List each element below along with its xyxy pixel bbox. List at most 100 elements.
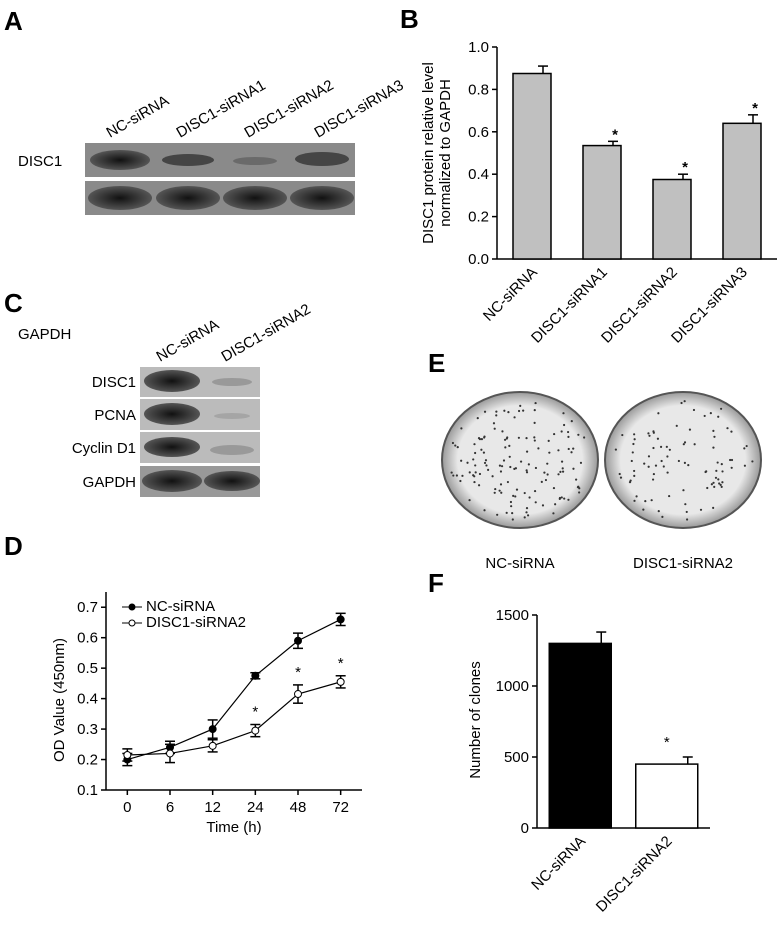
bar: [582, 144, 622, 260]
colony: [726, 427, 729, 430]
colony: [455, 474, 458, 477]
colony: [525, 437, 528, 440]
colony: [474, 464, 477, 467]
marker: [251, 726, 260, 735]
band: [144, 403, 200, 425]
colony: [454, 444, 457, 447]
colony: [476, 417, 479, 420]
colony: [712, 506, 715, 509]
marker: [123, 750, 132, 759]
colony: [513, 416, 516, 419]
colony: [662, 465, 665, 468]
colony: [713, 435, 716, 438]
colony: [548, 451, 551, 454]
colony: [560, 460, 564, 463]
colony: [534, 401, 537, 405]
colony: [525, 507, 529, 510]
colony: [501, 430, 504, 433]
colony: [630, 459, 633, 463]
colony: [682, 489, 685, 492]
colony: [480, 438, 484, 441]
colony: [683, 400, 686, 403]
colony: [512, 494, 515, 497]
colony: [528, 496, 531, 499]
x-tick-label: 72: [332, 799, 349, 816]
annotation: *: [682, 159, 688, 176]
x-tick-label: 12: [204, 799, 221, 816]
colony: [522, 409, 525, 412]
colony: [680, 401, 683, 405]
colony: [717, 478, 720, 481]
colony: [614, 448, 617, 451]
colony: [579, 461, 583, 464]
colony: [482, 451, 486, 454]
colony: [456, 446, 459, 449]
colony: [498, 489, 501, 492]
colony: [507, 411, 510, 414]
colony: [483, 461, 487, 465]
colony: [519, 404, 522, 407]
plate: [604, 391, 762, 529]
colony: [541, 504, 545, 507]
panel-label: E: [428, 348, 445, 378]
x-tick-label: NC-siRNA: [480, 264, 541, 325]
colony: [557, 449, 560, 452]
colony: [652, 446, 655, 450]
colony: [473, 475, 476, 478]
colony: [718, 482, 721, 485]
colony: [631, 451, 634, 454]
x-tick-label: 0: [123, 799, 131, 816]
y-tick-label: 0.0: [468, 251, 489, 268]
colony: [517, 409, 521, 413]
colony: [452, 474, 455, 477]
colony: [508, 444, 511, 447]
colony: [533, 409, 536, 412]
lane-label: NC-siRNA: [154, 316, 222, 365]
colony: [668, 448, 671, 451]
colony: [577, 485, 580, 488]
band: [214, 413, 250, 419]
band: [233, 157, 277, 165]
colony: [533, 439, 536, 442]
colony: [461, 474, 464, 477]
y-tick-label: 1.0: [468, 39, 489, 56]
colony: [526, 514, 530, 517]
bar: [548, 642, 612, 829]
colony: [525, 450, 529, 453]
colony: [557, 473, 560, 476]
y-tick-label: 0.7: [77, 599, 98, 616]
colony: [643, 462, 646, 465]
band: [210, 445, 254, 455]
panel-label: A: [4, 6, 23, 36]
series-line: [127, 681, 341, 756]
colony: [570, 420, 573, 423]
x-tick-label: DISC1-siRNA3: [668, 264, 751, 347]
colony: [644, 500, 647, 503]
colony: [554, 503, 557, 506]
colony: [534, 501, 537, 504]
colony: [745, 444, 748, 448]
colony: [450, 471, 453, 474]
legend-label: DISC1-siRNA2: [146, 614, 246, 631]
row-label: Cyclin D1: [72, 440, 136, 457]
colony: [633, 474, 636, 477]
band: [90, 150, 150, 170]
band: [295, 152, 349, 166]
x-axis-label: Time (h): [206, 819, 261, 836]
colony: [660, 459, 663, 463]
x-tick-label: NC-siRNA: [528, 833, 589, 894]
y-tick-label: 0.2: [468, 209, 489, 226]
colony: [468, 471, 471, 474]
marker: [166, 749, 174, 758]
band: [162, 154, 214, 166]
colony: [717, 415, 720, 418]
y-axis-label: Number of clones: [467, 661, 484, 779]
colony: [483, 436, 486, 439]
colony: [495, 414, 498, 417]
colony: [683, 461, 687, 464]
colony: [498, 464, 502, 467]
colony: [460, 427, 463, 430]
y-tick-label: 1500: [496, 607, 529, 624]
colony: [533, 421, 536, 424]
colony: [692, 408, 696, 412]
